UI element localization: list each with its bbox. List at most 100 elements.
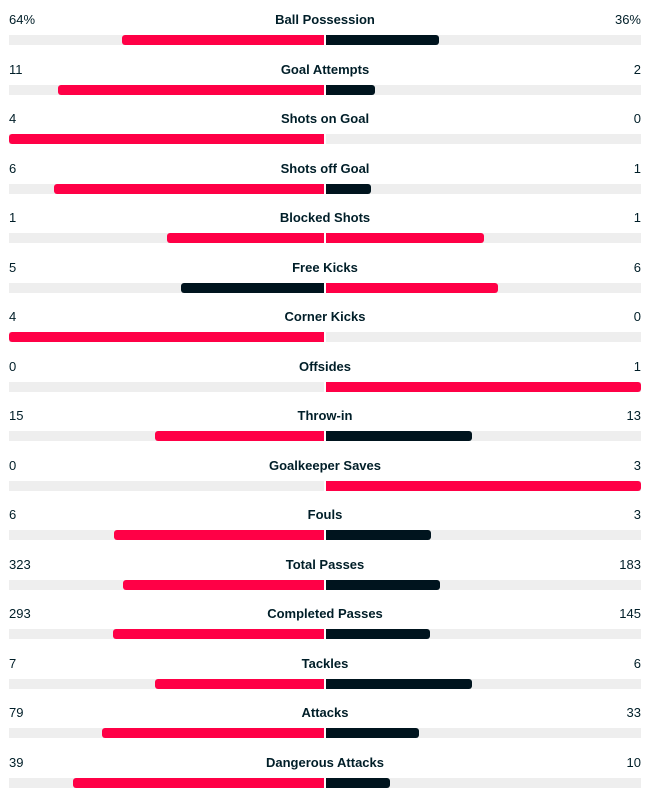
home-value: 293 (9, 606, 31, 621)
stat-header: 323 Total Passes 183 (9, 555, 641, 575)
home-bar-track (9, 777, 324, 788)
home-bar-track (9, 431, 324, 441)
home-bar-track (9, 332, 324, 342)
away-bar-track (326, 728, 641, 738)
away-value: 6 (633, 655, 641, 671)
stat-row: 5 Free Kicks 6 (9, 258, 641, 293)
home-bar-track (9, 282, 324, 293)
away-bar-track (326, 282, 641, 293)
away-value: 1 (633, 358, 641, 374)
stat-name: Attacks (301, 705, 349, 720)
away-bar-track (326, 233, 641, 243)
home-bar-fill (155, 431, 324, 441)
home-bar-track (9, 579, 324, 590)
stat-row: 79 Attacks 33 (9, 703, 641, 738)
away-bar-fill (326, 84, 375, 95)
away-value: 3 (633, 507, 641, 522)
home-value: 15 (9, 408, 24, 423)
home-value: 6 (9, 507, 17, 522)
stat-header: 0 Goalkeeper Saves 3 (9, 456, 641, 476)
away-value: 36% (614, 12, 641, 27)
away-bar-fill (326, 777, 391, 788)
home-value: 1 (9, 210, 17, 225)
stat-name: Goalkeeper Saves (268, 457, 382, 473)
home-bar-track (9, 183, 324, 194)
stat-header: 4 Corner Kicks 0 (9, 307, 641, 327)
away-bar-track (326, 629, 641, 639)
away-bar-fill (326, 35, 440, 45)
stat-row: 6 Shots off Goal 1 (9, 159, 641, 194)
stat-header: 4 Shots on Goal 0 (9, 109, 641, 129)
stat-header: 6 Shots off Goal 1 (9, 159, 641, 179)
away-bar-track (326, 678, 641, 689)
home-bar-fill (113, 629, 324, 639)
home-value: 64% (9, 12, 36, 27)
away-bar-track (326, 530, 641, 540)
stat-name: Shots off Goal (280, 160, 370, 176)
away-value: 0 (633, 309, 641, 324)
away-bar-track (326, 381, 641, 392)
stat-row: 39 Dangerous Attacks 10 (9, 753, 641, 788)
away-value: 1 (633, 210, 641, 225)
stat-name: Free Kicks (292, 259, 358, 275)
stat-header: 39 Dangerous Attacks 10 (9, 753, 641, 773)
home-value: 0 (9, 457, 17, 473)
away-value: 10 (626, 754, 641, 770)
stat-name: Corner Kicks (284, 309, 366, 324)
stat-row: 4 Shots on Goal 0 (9, 109, 641, 144)
away-bar-track (326, 84, 641, 95)
home-bar-fill (166, 233, 324, 243)
stat-row: 293 Completed Passes 145 (9, 604, 641, 639)
home-bar-track (9, 629, 324, 639)
away-bar-track (326, 579, 641, 590)
away-value: 6 (633, 259, 641, 275)
stat-name: Goal Attempts (280, 61, 370, 77)
stat-row: 64% Ball Possession 36% (9, 10, 641, 45)
home-bar-fill (9, 332, 324, 342)
home-value: 6 (9, 160, 17, 176)
stat-header: 0 Offsides 1 (9, 357, 641, 377)
away-bar-fill (326, 183, 372, 194)
home-value: 7 (9, 655, 17, 671)
stat-row: 15 Throw-in 13 (9, 406, 641, 441)
away-bar-track (326, 777, 641, 788)
stat-row: 4 Corner Kicks 0 (9, 307, 641, 342)
away-bar-track (326, 480, 641, 491)
home-value: 4 (9, 111, 17, 126)
home-bar-track (9, 728, 324, 738)
stat-name: Dangerous Attacks (266, 754, 384, 770)
away-bar-track (326, 431, 641, 441)
stat-header: 15 Throw-in 13 (9, 406, 641, 426)
away-value: 13 (626, 408, 641, 423)
home-bar-fill (113, 530, 324, 540)
stat-name: Fouls (307, 507, 343, 522)
stat-name: Completed Passes (267, 606, 383, 621)
stat-name: Tackles (301, 655, 349, 671)
away-bar-track (326, 134, 641, 144)
stat-name: Total Passes (285, 556, 365, 572)
stat-row: 323 Total Passes 183 (9, 555, 641, 590)
stat-name: Blocked Shots (279, 210, 371, 225)
home-value: 5 (9, 259, 17, 275)
stat-header: 79 Attacks 33 (9, 703, 641, 723)
away-value: 145 (619, 606, 641, 621)
away-bar-fill (326, 530, 431, 540)
home-value: 0 (9, 358, 17, 374)
stat-row: 0 Offsides 1 (9, 357, 641, 392)
home-bar-fill (73, 777, 324, 788)
away-value: 3 (633, 457, 641, 473)
away-value: 1 (633, 160, 641, 176)
away-bar-fill (326, 678, 472, 689)
home-bar-fill (54, 183, 324, 194)
stat-name: Throw-in (297, 408, 353, 423)
home-bar-fill (123, 579, 324, 590)
home-value: 79 (9, 705, 24, 720)
away-value: 0 (633, 111, 641, 126)
home-bar-track (9, 35, 324, 45)
stat-row: 1 Blocked Shots 1 (9, 208, 641, 243)
home-bar-fill (9, 134, 324, 144)
away-bar-fill (326, 431, 473, 441)
away-bar-track (326, 332, 641, 342)
away-value: 183 (619, 556, 641, 572)
